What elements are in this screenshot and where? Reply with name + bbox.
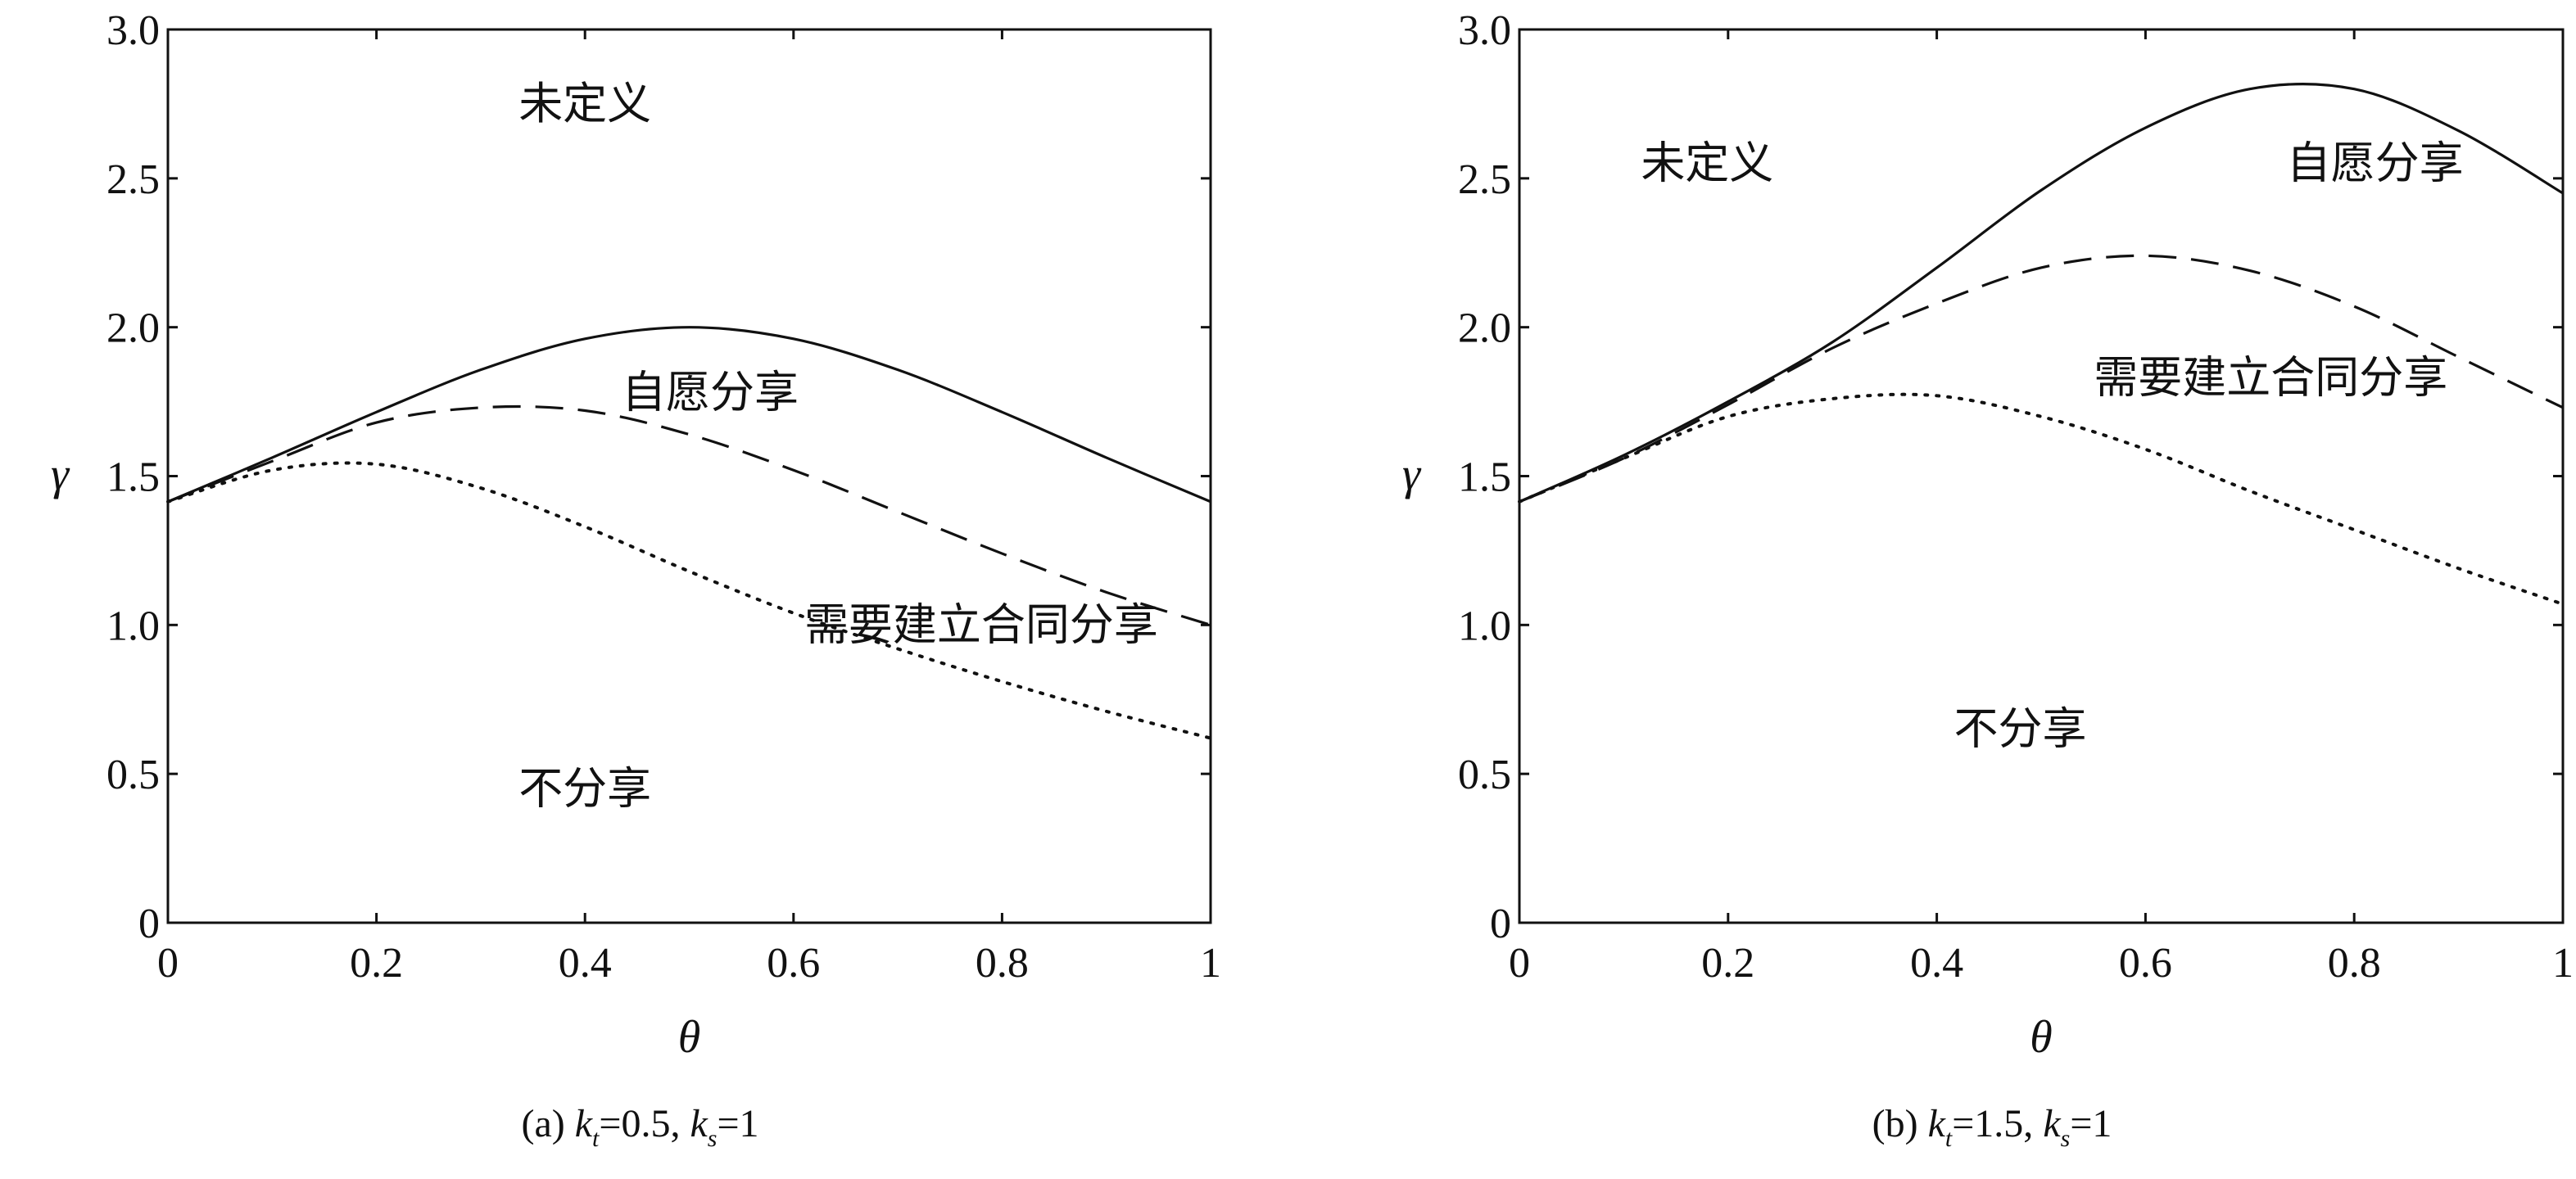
subfigure-caption: (b) kt=1.5, ks=1 xyxy=(1872,1102,2112,1152)
x-tick-label: 1 xyxy=(2552,940,2574,987)
region-label: 不分享 xyxy=(1954,705,2087,754)
y-tick-label: 0.5 xyxy=(106,752,160,798)
y-tick-label: 2.0 xyxy=(1458,305,1511,352)
caption-part: k xyxy=(690,1102,709,1145)
y-axis-label: γ xyxy=(1402,449,1422,500)
caption-part: k xyxy=(1928,1102,1947,1145)
region-label: 需要建立合同分享 xyxy=(804,600,1158,649)
y-tick-label: 0 xyxy=(138,901,160,947)
caption-part: s xyxy=(2061,1125,2071,1152)
x-axis-label: θ xyxy=(678,1012,701,1063)
caption-part: =1 xyxy=(2070,1102,2112,1145)
series-solid-line xyxy=(1519,82,2564,504)
y-tick-label: 3.0 xyxy=(106,7,160,54)
y-tick-label: 2.0 xyxy=(106,305,160,352)
x-tick-label: 0 xyxy=(157,940,179,987)
plot-frame xyxy=(166,28,1212,924)
series-dashed-line xyxy=(167,404,1211,626)
y-axis-label: γ xyxy=(51,449,70,500)
y-tick-label: 1.5 xyxy=(106,454,160,501)
x-tick-label: 0.2 xyxy=(1701,940,1754,987)
caption-part: (a) xyxy=(521,1102,574,1145)
caption-part: =1.5, xyxy=(1952,1102,2043,1145)
region-label: 未定义 xyxy=(518,79,651,129)
x-tick-label: 0.8 xyxy=(2328,940,2381,987)
caption-part: t xyxy=(592,1125,600,1152)
caption-part: t xyxy=(1945,1125,1953,1152)
x-tick-label: 0.4 xyxy=(559,940,612,987)
series-dotted-line xyxy=(166,461,1212,740)
series-dashed-line xyxy=(1519,254,2564,504)
x-tick-label: 0 xyxy=(1509,940,1530,987)
region-label: 自愿分享 xyxy=(2287,139,2464,188)
x-tick-label: 0.8 xyxy=(976,940,1029,987)
series-solid-line xyxy=(167,326,1211,504)
region-label: 未定义 xyxy=(1641,139,1773,188)
series-dotted-line xyxy=(1518,392,2565,606)
caption-part: s xyxy=(708,1125,718,1152)
caption-part: k xyxy=(2043,1102,2062,1145)
x-tick-label: 0.2 xyxy=(350,940,403,987)
y-tick-label: 1.0 xyxy=(1458,603,1511,649)
x-tick-label: 1 xyxy=(1200,940,1221,987)
x-tick-label: 0.4 xyxy=(1910,940,1963,987)
chart-panel-b: 0 0.2 0.4 0.6 0.8 1 0 0.5 1.0 1.5 2.0 2.5 3.0 θ γ 未定义 自愿… xyxy=(1402,7,2574,1152)
x-axis-label: θ xyxy=(2030,1012,2053,1063)
y-tick-label: 1.0 xyxy=(106,603,160,649)
caption-part: (b) xyxy=(1872,1102,1928,1145)
y-tick-label: 0.5 xyxy=(1458,752,1511,798)
caption-part: =1 xyxy=(717,1102,758,1145)
region-label: 不分享 xyxy=(518,764,651,813)
caption-part: k xyxy=(575,1102,594,1145)
x-tick-label: 0.6 xyxy=(767,940,820,987)
region-label: 需要建立合同分享 xyxy=(2094,353,2447,402)
y-tick-label: 2.5 xyxy=(1458,156,1511,203)
y-tick-label: 0 xyxy=(1490,901,1511,947)
chart-panel-a: 0 0.2 0.4 0.6 0.8 1 0 0.5 1.0 1.5 2.0 2.5 3.0 θ γ 未定义自愿… xyxy=(51,7,1221,1152)
y-tick-label: 2.5 xyxy=(106,156,160,203)
caption-part: =0.5, xyxy=(599,1102,690,1145)
region-label: 自愿分享 xyxy=(622,368,799,418)
y-tick-label: 3.0 xyxy=(1458,7,1511,54)
subfigure-caption: (a) kt=0.5, ks=1 xyxy=(521,1102,758,1152)
x-tick-label: 0.6 xyxy=(2119,940,2172,987)
y-tick-label: 1.5 xyxy=(1458,454,1511,501)
